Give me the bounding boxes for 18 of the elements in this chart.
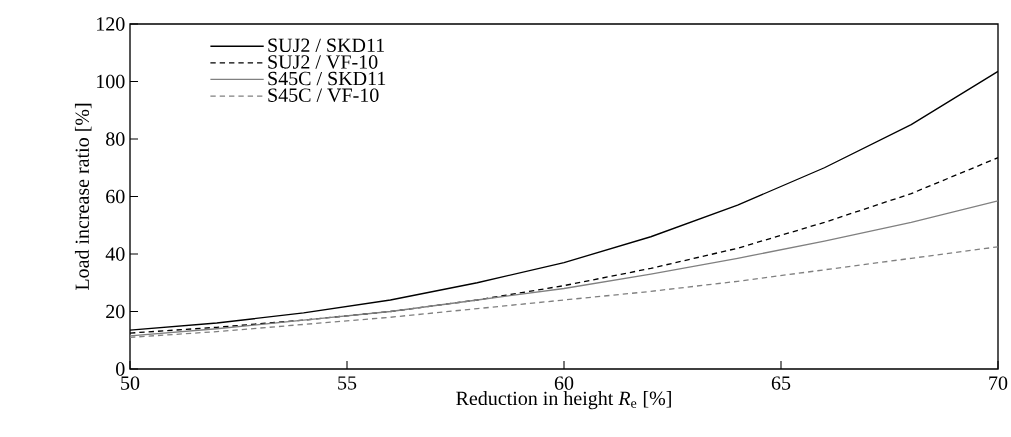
x-tick-label: 60 (554, 376, 574, 390)
legend-label: SUJ2 / VF-10 (268, 55, 378, 69)
x-tick-label: 50 (121, 376, 140, 390)
legend-label: S45C / SKD11 (268, 71, 386, 86)
x-tick-label: 70 (989, 376, 1008, 390)
y-tick-label: 80 (106, 132, 125, 146)
y-tick-label: 0 (116, 362, 125, 376)
y-axis-title: Load increase ratio [%] (74, 103, 92, 291)
y-tick-label: 60 (106, 189, 125, 204)
y-tick-label: 20 (106, 304, 125, 319)
x-tick-label: 55 (338, 376, 357, 390)
y-tick-label: 40 (105, 247, 125, 261)
y-tick-label: 100 (97, 74, 125, 89)
y-tick-label: 120 (97, 17, 125, 31)
x-tick-label: 65 (771, 376, 791, 390)
x-axis-title: Reduction in height R$_{e}$ [%] (456, 391, 671, 410)
legend-label: S45C / VF-10 (268, 88, 379, 102)
legend-label: SUJ2 / SKD11 (268, 38, 385, 53)
